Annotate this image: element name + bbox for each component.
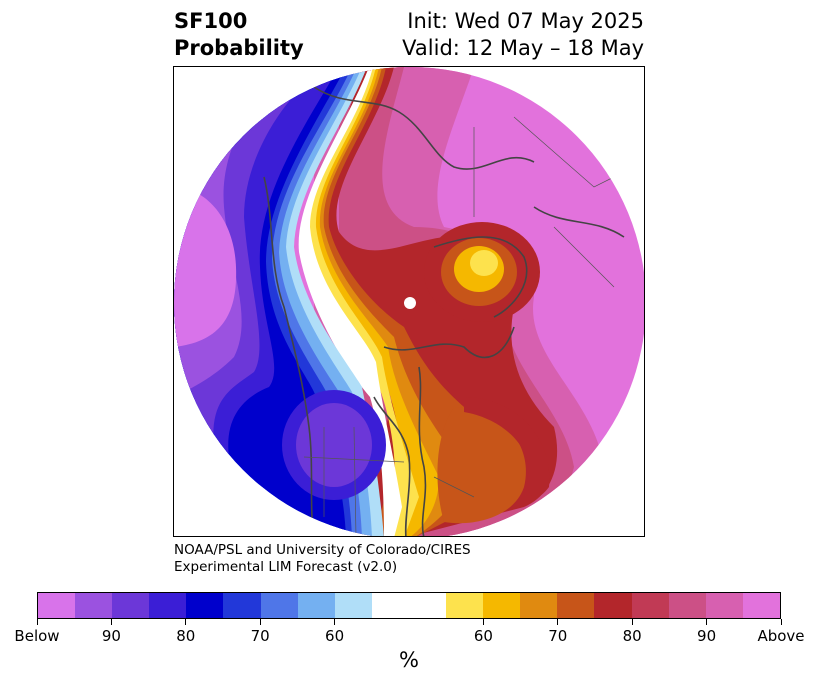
probability-field (174, 67, 644, 536)
colorbar-segment (223, 593, 261, 618)
field-atlantic-red (464, 397, 550, 498)
colorbar-segment (705, 593, 743, 618)
colorbar-tick (780, 619, 782, 625)
colorbar-segment (408, 593, 447, 618)
field-below-extreme (174, 187, 237, 347)
colorbar-tick-label: Above (757, 627, 805, 645)
colorbar-segment (668, 593, 706, 618)
colorbar-tick-label: 60 (325, 627, 345, 645)
colorbar-tick (259, 619, 261, 625)
borders (303, 116, 635, 536)
colorbar-tick (185, 619, 187, 625)
valid-date: Valid: 12 May – 18 May (402, 36, 644, 60)
colorbar-tick (110, 619, 112, 625)
colorbar-segment (38, 593, 76, 618)
colorbar-tick-label: 80 (622, 627, 642, 645)
colorbar-tick-label: 60 (473, 627, 493, 645)
colorbar-tick-label: 90 (101, 627, 121, 645)
colorbar-tick-label: 90 (697, 627, 717, 645)
field-west-us-inner (296, 403, 372, 487)
colorbar-tick (557, 619, 559, 625)
colorbar-segment (75, 593, 113, 618)
colorbar-tick (482, 619, 484, 625)
polar-map (174, 67, 644, 536)
colorbar-tick-label: 70 (250, 627, 270, 645)
colorbar-segment (260, 593, 298, 618)
colorbar-segment (371, 593, 409, 618)
colorbar-segment (742, 593, 780, 618)
credit-text: NOAA/PSL and University of Colorado/CIRE… (174, 542, 471, 576)
title-line-1: SF100 (174, 9, 248, 33)
north-pole-marker (404, 297, 416, 309)
field-yellow-orange (313, 67, 464, 536)
colorbar-tick-label: 70 (548, 627, 568, 645)
colorbar-tick-label: Below (14, 627, 60, 645)
colorbar-tick (36, 619, 38, 625)
forecast-dates: Init: Wed 07 May 2025 Valid: 12 May – 18… (402, 8, 644, 62)
colorbar-unit: % (399, 648, 419, 672)
colorbar-segment (112, 593, 150, 618)
credit-line-2: Experimental LIM Forecast (v2.0) (174, 559, 398, 575)
colorbar-segment (446, 593, 484, 618)
colorbar-segment (631, 593, 669, 618)
colorbar-tick (334, 619, 336, 625)
field-atlantic (437, 407, 526, 524)
colorbar-segment (520, 593, 558, 618)
colorbar-segment (334, 593, 372, 618)
colorbar-tick (706, 619, 708, 625)
colorbar-segment (149, 593, 187, 618)
credit-line-1: NOAA/PSL and University of Colorado/CIRE… (174, 542, 471, 558)
map-panel (173, 66, 645, 537)
init-date: Init: Wed 07 May 2025 (407, 9, 644, 33)
colorbar-segment (186, 593, 224, 618)
field-yellow (309, 67, 439, 536)
chart-title: SF100 Probability (174, 8, 304, 62)
colorbar-segment (297, 593, 335, 618)
colorbar (37, 592, 781, 619)
coastlines (263, 86, 625, 536)
colorbar-tick (631, 619, 633, 625)
colorbar-segment (594, 593, 632, 618)
colorbar-tick-label: 80 (176, 627, 196, 645)
title-line-2: Probability (174, 36, 304, 60)
field-bullseye-core (470, 250, 498, 276)
colorbar-segment (557, 593, 595, 618)
colorbar-segment (483, 593, 521, 618)
